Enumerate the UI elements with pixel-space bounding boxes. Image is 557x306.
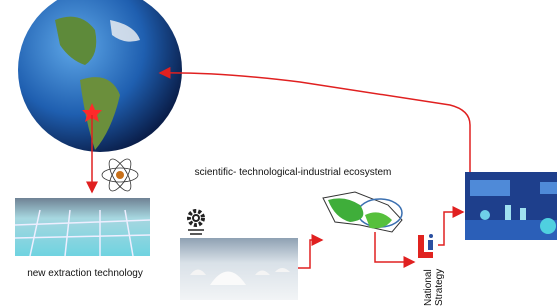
- lab-image: [465, 172, 557, 240]
- strategy-label: Strategy: [434, 269, 445, 306]
- atom-icon: [102, 156, 138, 194]
- salt-piles-image: [180, 238, 298, 300]
- arrow: [438, 212, 463, 245]
- ecosystem-label: scientific- technological-industrial eco…: [195, 167, 392, 178]
- strategy-logo: [418, 234, 433, 258]
- extraction-label: new extraction technology: [27, 268, 143, 279]
- arrow: [298, 240, 322, 268]
- gear-icon: [188, 211, 204, 234]
- arrow: [160, 73, 470, 175]
- globe: [18, 0, 182, 152]
- arrow: [375, 232, 414, 262]
- diagram: new extraction technology scientific- te…: [0, 0, 557, 306]
- strategy-label: National: [423, 269, 434, 306]
- salt-flat-image: [15, 198, 150, 256]
- ecosystem-image: [323, 192, 402, 232]
